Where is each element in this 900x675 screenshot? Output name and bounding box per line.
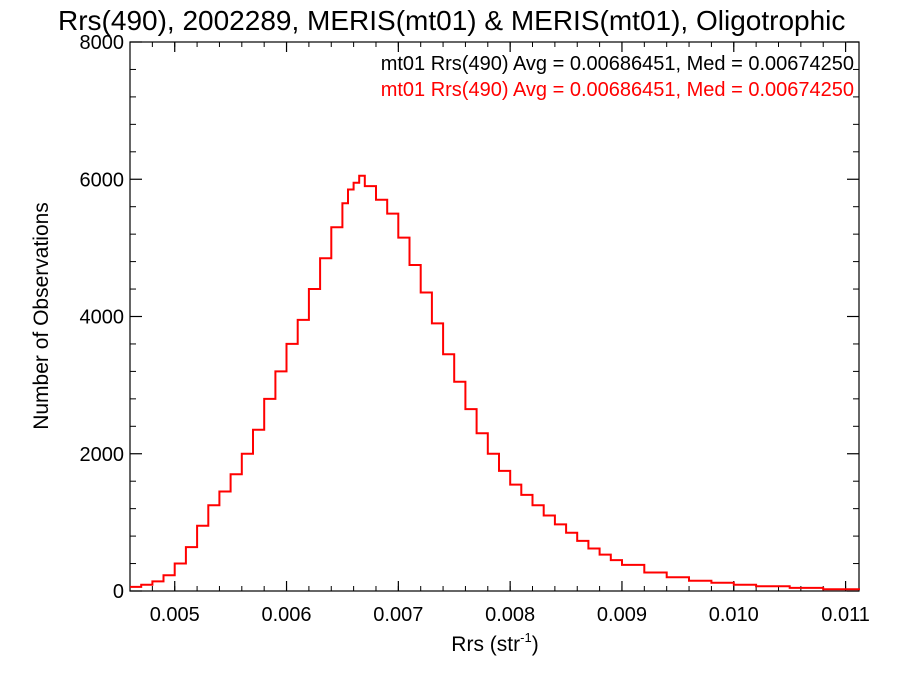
- x-tick-label: 0.008: [485, 604, 535, 626]
- x-axis: 0.005 0.006 0.007 0.008 0.009 0.010 0.011: [129, 42, 870, 626]
- y-tick-label: 6000: [80, 169, 125, 191]
- y-axis: 0 2000 4000 6000 8000: [80, 32, 859, 603]
- stats-annotation-red: mt01 Rrs(490) Avg = 0.00686451, Med = 0.…: [381, 79, 854, 101]
- x-axis-label-close: ): [532, 633, 539, 656]
- x-tick-label: 0.011: [821, 604, 870, 626]
- y-tick-label: 8000: [80, 32, 125, 54]
- x-tick-label: 0.006: [262, 604, 312, 626]
- chart-title: Rrs(490), 2002289, MERIS(mt01) & MERIS(m…: [58, 5, 845, 36]
- x-tick-label: 0.007: [373, 604, 423, 626]
- x-axis-label-main: Rrs (str: [451, 633, 520, 656]
- stats-annotation-black: mt01 Rrs(490) Avg = 0.00686451, Med = 0.…: [381, 53, 854, 75]
- plot-frame: [129, 41, 860, 592]
- y-tick-label: 2000: [80, 444, 125, 466]
- x-tick-label: 0.010: [709, 604, 759, 626]
- y-tick-label: 4000: [80, 307, 125, 329]
- x-tick-label: 0.005: [150, 604, 200, 626]
- x-axis-label: Rrs (str-1): [451, 630, 538, 656]
- x-axis-label-superscript: -1: [520, 630, 532, 645]
- series-line: [130, 174, 860, 591]
- y-axis-label: Number of Observations: [30, 202, 53, 430]
- x-tick-label: 0.009: [597, 604, 647, 626]
- y-tick-label: 0: [113, 581, 124, 603]
